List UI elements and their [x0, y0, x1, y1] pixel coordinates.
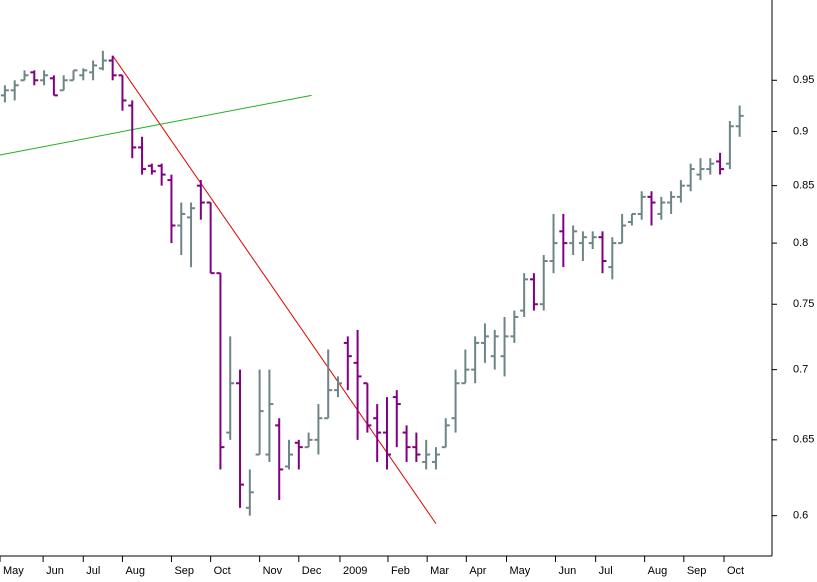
y-tick-label: 0.95: [793, 74, 814, 86]
x-tick-label: Dec: [302, 565, 322, 577]
x-tick-label: May: [510, 565, 531, 577]
trendline: [112, 55, 437, 524]
x-tick-label: Nov: [263, 565, 283, 577]
x-tick-label: Jul: [599, 565, 613, 577]
x-tick-label: Jun: [46, 565, 64, 577]
x-tick-label: Jul: [86, 565, 100, 577]
x-tick-label: Mar: [430, 565, 449, 577]
x-tick-label: Oct: [214, 565, 231, 577]
x-tick-label: Jun: [558, 565, 576, 577]
x-tick-label: 2009: [343, 565, 367, 577]
x-tick-label: Sep: [687, 565, 707, 577]
x-tick-label: Feb: [391, 565, 410, 577]
y-tick-label: 0.9: [793, 125, 808, 137]
y-tick-label: 0.75: [793, 298, 814, 310]
y-tick-label: 0.8: [793, 237, 808, 249]
y-tick-label: 0.6: [793, 510, 808, 522]
trendline: [0, 94, 312, 156]
y-tick-label: 0.7: [793, 364, 808, 376]
x-tick-label: Sep: [174, 565, 194, 577]
x-tick-label: May: [3, 565, 24, 577]
x-tick-label: Apr: [469, 565, 486, 577]
y-tick-label: 0.85: [793, 180, 814, 192]
y-tick-label: 0.65: [793, 434, 814, 446]
x-tick-label: Oct: [727, 565, 744, 577]
x-tick-label: Aug: [648, 565, 668, 577]
x-tick-label: Aug: [125, 565, 145, 577]
